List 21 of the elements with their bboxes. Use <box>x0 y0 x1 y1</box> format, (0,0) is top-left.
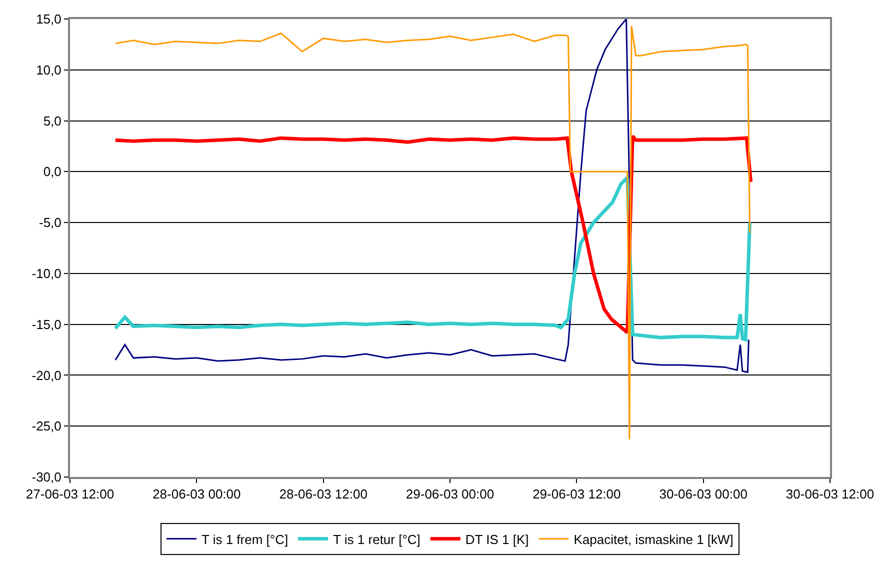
legend-label: T is 1 retur [°C] <box>333 532 420 547</box>
y-tick-label: -5,0 <box>38 215 62 230</box>
y-tick-label: 5,0 <box>43 113 62 128</box>
x-tick-label: 27-06-03 12:00 <box>26 486 114 502</box>
y-tick-label: -20,0 <box>32 368 62 383</box>
legend-label: T is 1 frem [°C] <box>202 532 288 547</box>
x-tick-label: 28-06-03 00:00 <box>152 486 241 502</box>
x-tick-label: 29-06-03 12:00 <box>532 486 621 502</box>
y-tick-label: -10,0 <box>32 266 62 281</box>
y-tick-label: 15,0 <box>36 12 62 27</box>
y-tick-label: -25,0 <box>32 418 62 434</box>
x-tick-label: 28-06-03 12:00 <box>279 486 368 502</box>
y-tick-label: 10,0 <box>36 62 62 78</box>
y-tick-label: 0,0 <box>43 164 62 180</box>
x-tick-label: 29-06-03 00:00 <box>406 486 494 502</box>
y-tick-label: -30,0 <box>32 470 62 485</box>
legend-label: DT IS 1 [K] <box>465 532 529 547</box>
x-tick-label: 30-06-03 12:00 <box>786 486 874 502</box>
y-tick-label: -15,0 <box>32 316 62 332</box>
legend-label: Kapacitet, ismaskine 1 [kW] <box>574 532 734 547</box>
x-tick-label: 30-06-03 00:00 <box>659 486 748 502</box>
